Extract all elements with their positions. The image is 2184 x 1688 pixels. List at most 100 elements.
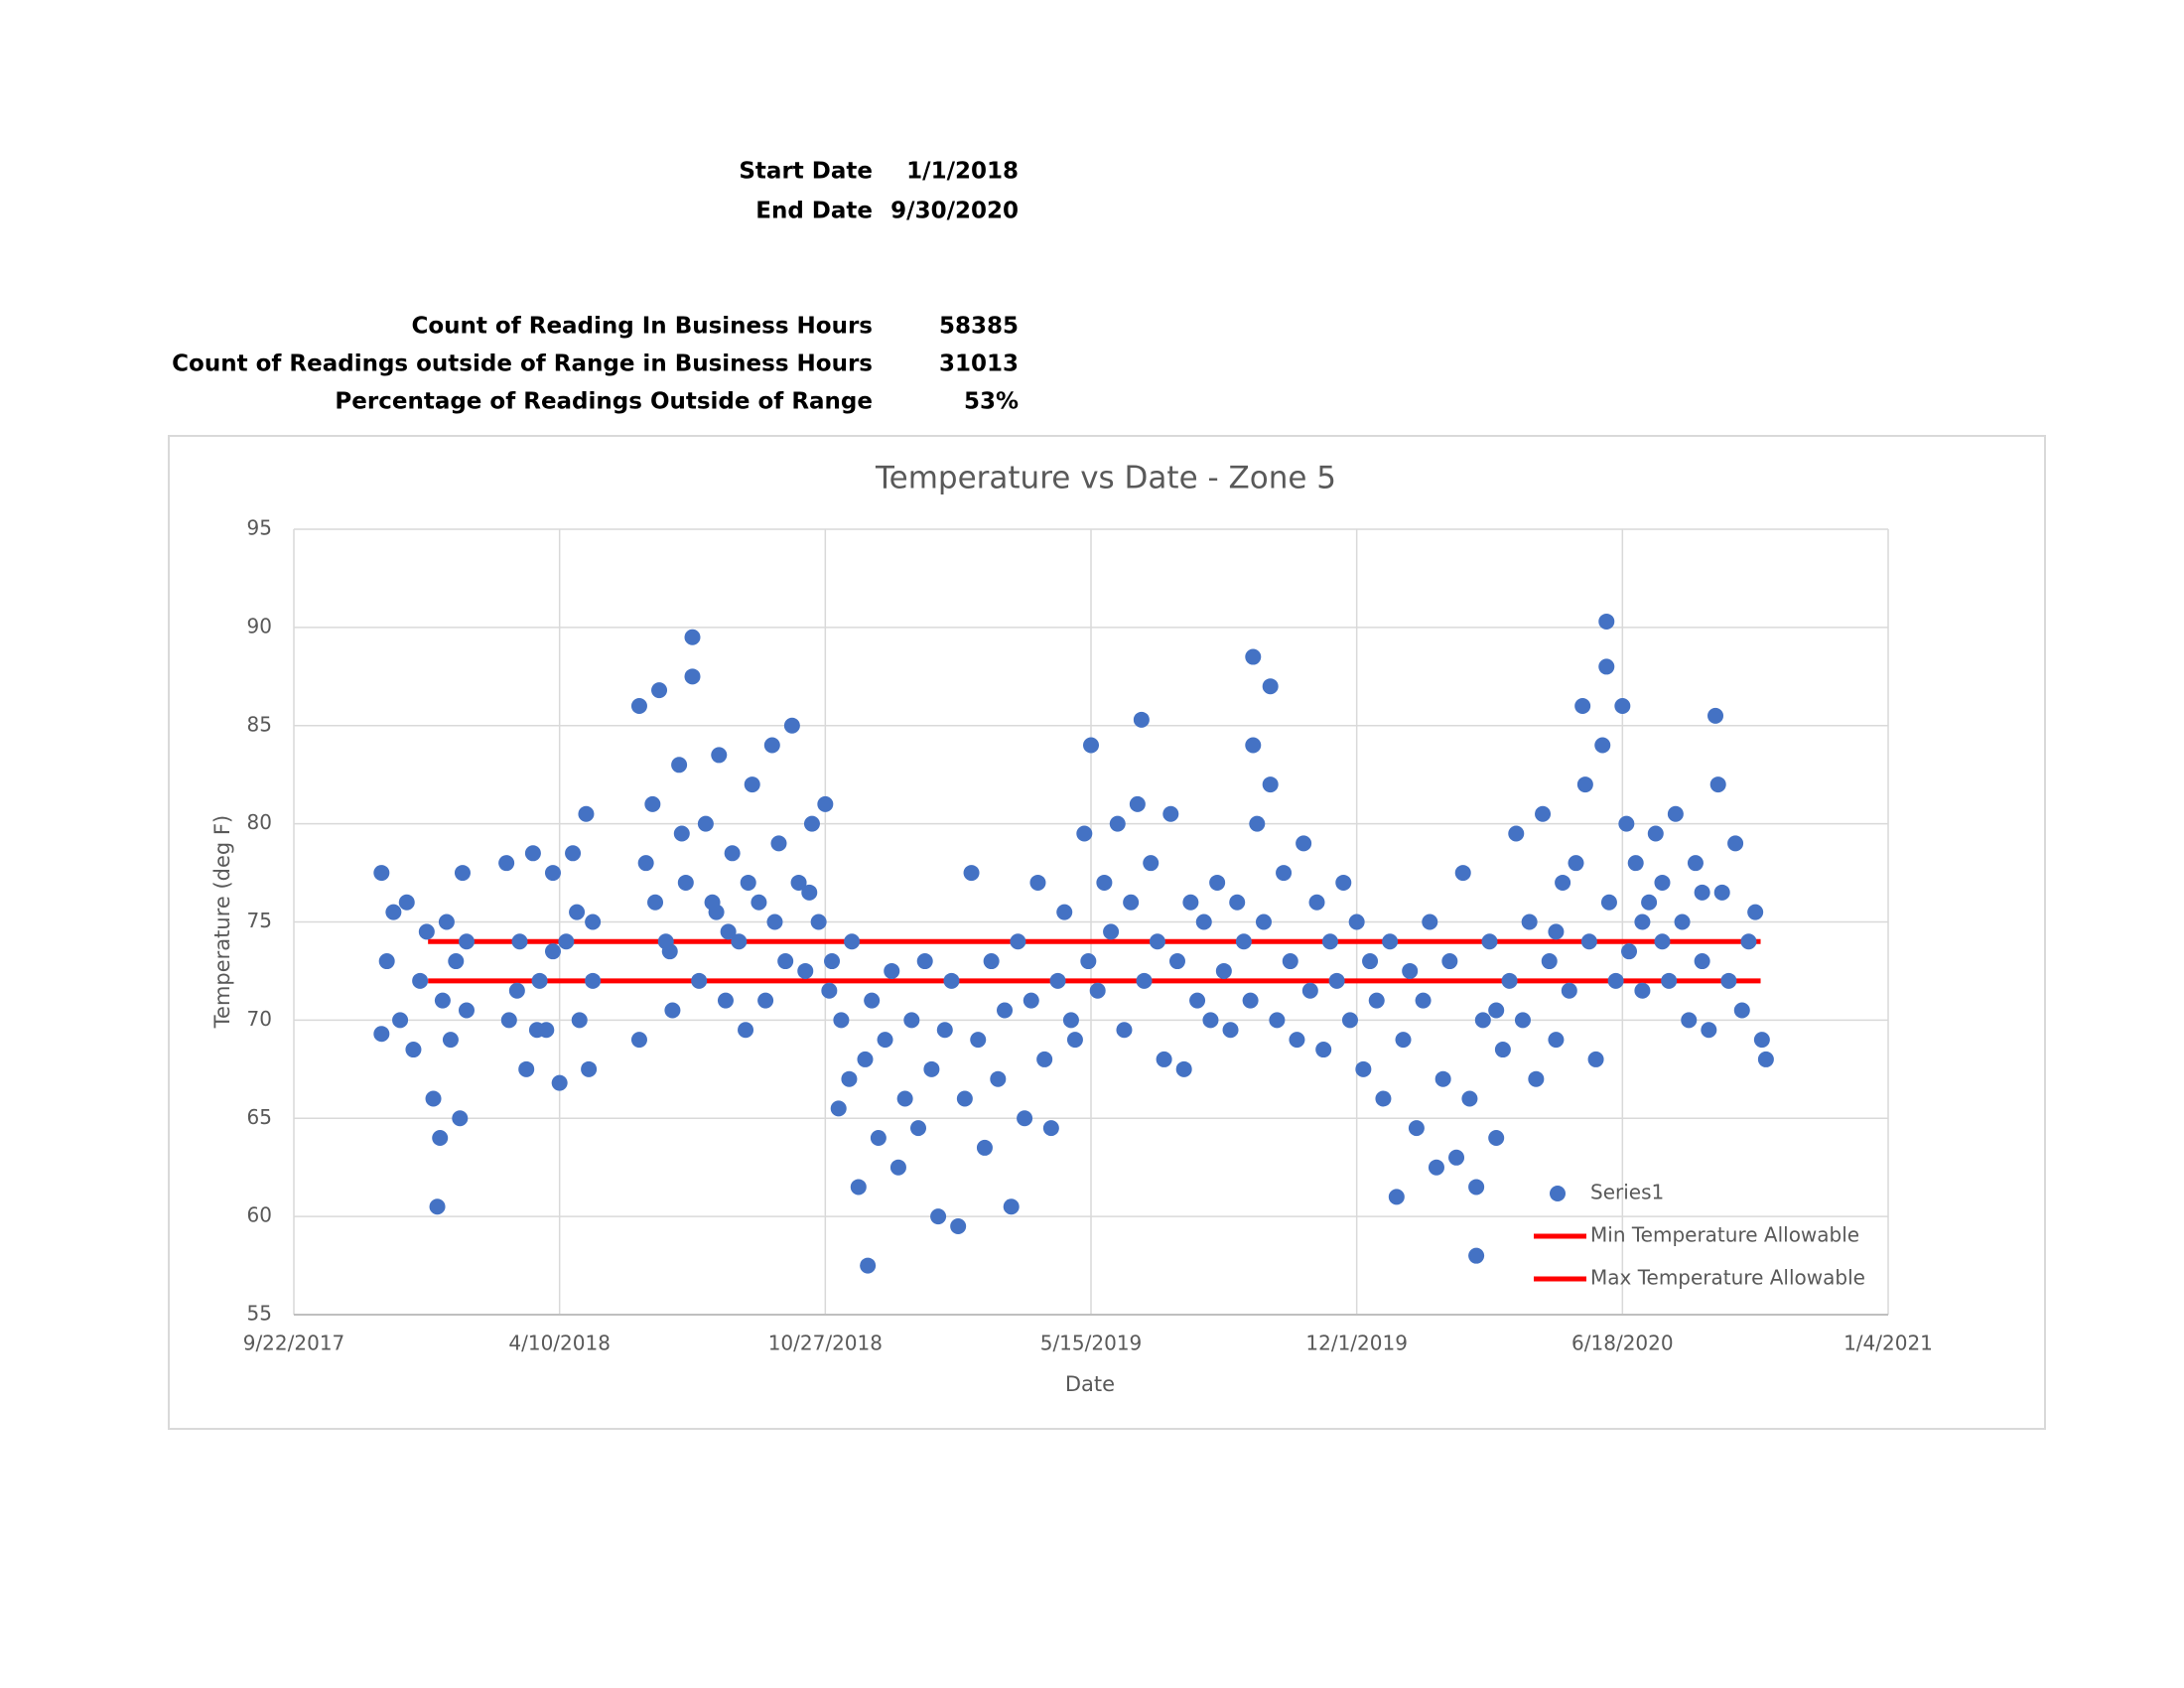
data-point bbox=[1474, 1012, 1491, 1029]
data-point bbox=[1296, 835, 1312, 852]
data-point bbox=[454, 865, 471, 882]
data-point bbox=[1687, 855, 1704, 872]
summary-value: 58385 bbox=[939, 314, 1019, 340]
data-point bbox=[1555, 874, 1571, 891]
data-point bbox=[1362, 953, 1379, 970]
data-point bbox=[916, 953, 933, 970]
data-point bbox=[661, 943, 678, 960]
data-point bbox=[544, 865, 561, 882]
data-point bbox=[930, 1208, 947, 1225]
chart: Temperature vs Date - Zone 5 Date Temper… bbox=[210, 461, 1933, 1397]
data-point bbox=[1694, 953, 1710, 970]
data-point bbox=[398, 894, 415, 911]
data-point bbox=[1276, 865, 1293, 882]
data-point bbox=[677, 874, 694, 891]
data-point bbox=[910, 1120, 927, 1137]
x-tick-label: 5/15/2019 bbox=[1040, 1332, 1143, 1355]
data-point bbox=[432, 1130, 449, 1147]
data-point bbox=[1049, 972, 1066, 989]
data-point bbox=[1056, 904, 1073, 920]
data-point bbox=[877, 1032, 893, 1049]
data-point bbox=[1245, 737, 1262, 754]
data-point bbox=[697, 815, 714, 832]
data-point bbox=[1222, 1022, 1239, 1039]
data-point bbox=[1454, 865, 1471, 882]
data-point bbox=[1149, 933, 1165, 950]
legend-swatch bbox=[1550, 1186, 1566, 1201]
data-point bbox=[630, 1032, 647, 1049]
data-point bbox=[997, 1002, 1014, 1019]
data-point bbox=[841, 1070, 858, 1087]
data-point bbox=[1488, 1130, 1505, 1147]
data-point bbox=[1757, 1051, 1774, 1067]
data-point bbox=[1202, 1012, 1219, 1029]
data-point bbox=[1422, 914, 1438, 930]
data-point bbox=[1289, 1032, 1305, 1049]
data-point bbox=[630, 697, 647, 714]
data-point bbox=[1514, 1012, 1531, 1029]
x-tick-label: 9/22/2017 bbox=[243, 1332, 345, 1355]
data-point bbox=[1614, 697, 1631, 714]
data-point bbox=[498, 855, 515, 872]
summary: Start Date 1/1/2018 End Date 9/30/2020 Count… bbox=[172, 159, 1019, 415]
data-point bbox=[528, 1022, 545, 1039]
data-point bbox=[1528, 1070, 1545, 1087]
data-point bbox=[1143, 855, 1160, 872]
data-point bbox=[1168, 953, 1185, 970]
data-point bbox=[1627, 855, 1644, 872]
data-point bbox=[429, 1198, 446, 1215]
data-point bbox=[751, 894, 767, 911]
data-point bbox=[581, 1060, 598, 1077]
x-axis-label: Date bbox=[1065, 1372, 1115, 1396]
data-point bbox=[1448, 1149, 1465, 1166]
x-tick-label: 10/27/2018 bbox=[768, 1332, 883, 1355]
data-point bbox=[458, 1002, 475, 1019]
data-point bbox=[757, 992, 774, 1009]
data-point bbox=[518, 1060, 535, 1077]
data-point bbox=[963, 865, 980, 882]
data-point bbox=[857, 1051, 874, 1067]
data-point bbox=[1229, 894, 1246, 911]
data-point bbox=[1701, 1022, 1717, 1039]
data-point bbox=[903, 1012, 920, 1029]
data-point bbox=[1634, 914, 1651, 930]
data-point bbox=[1269, 1012, 1286, 1029]
data-point bbox=[1468, 1179, 1485, 1196]
data-point bbox=[1080, 953, 1097, 970]
data-point bbox=[1661, 972, 1678, 989]
data-point bbox=[508, 982, 525, 999]
data-point bbox=[1010, 933, 1026, 950]
data-point bbox=[1262, 678, 1279, 695]
data-point bbox=[1709, 776, 1726, 793]
data-point bbox=[1654, 874, 1671, 891]
data-point bbox=[385, 904, 402, 920]
data-point bbox=[1468, 1247, 1485, 1264]
data-point bbox=[1003, 1198, 1020, 1215]
data-point bbox=[1321, 933, 1338, 950]
data-point bbox=[442, 1032, 459, 1049]
data-point bbox=[936, 1022, 953, 1039]
data-point bbox=[1109, 815, 1126, 832]
legend-label: Max Temperature Allowable bbox=[1590, 1266, 1865, 1290]
data-point bbox=[766, 914, 783, 930]
y-tick-label: 55 bbox=[247, 1302, 272, 1326]
data-point bbox=[1561, 982, 1577, 999]
data-point bbox=[1083, 737, 1099, 754]
data-point bbox=[783, 717, 800, 734]
data-point bbox=[1133, 711, 1150, 728]
data-point bbox=[1136, 972, 1153, 989]
data-point bbox=[578, 805, 595, 822]
data-point bbox=[1235, 933, 1252, 950]
data-point bbox=[1062, 1012, 1079, 1029]
data-point bbox=[378, 953, 395, 970]
data-point bbox=[1727, 835, 1744, 852]
data-point bbox=[1607, 972, 1624, 989]
data-point bbox=[884, 962, 900, 979]
data-point bbox=[644, 795, 661, 812]
data-point bbox=[1249, 815, 1266, 832]
data-point bbox=[1215, 962, 1232, 979]
data-point bbox=[1694, 884, 1710, 901]
data-point bbox=[950, 1218, 967, 1235]
data-point bbox=[1382, 933, 1399, 950]
data-point bbox=[1029, 874, 1046, 891]
